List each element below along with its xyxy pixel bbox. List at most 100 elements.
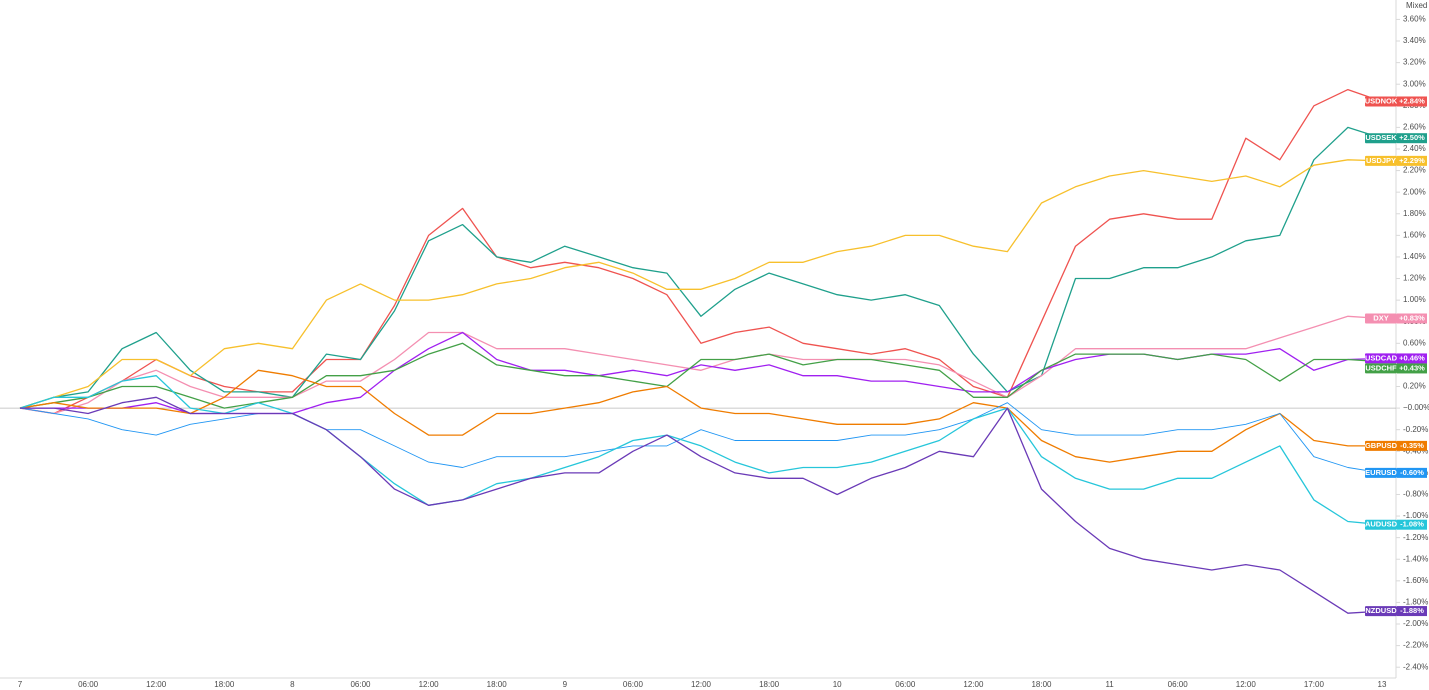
y-tick-label: -1.20% bbox=[1403, 533, 1428, 542]
y-tick-label: 2.00% bbox=[1403, 187, 1426, 196]
series-tag-name-box bbox=[1365, 519, 1397, 530]
x-tick-label: 12:00 bbox=[146, 680, 167, 689]
x-tick-label: 12:00 bbox=[963, 680, 984, 689]
series-line bbox=[19, 315, 1383, 415]
series-tag-value: -0.60% bbox=[1400, 468, 1424, 477]
y-tick-label: -1.00% bbox=[1403, 511, 1428, 520]
series-line bbox=[20, 396, 1383, 614]
series-tag-value: -0.35% bbox=[1400, 441, 1424, 450]
x-tick-label: 13 bbox=[1378, 680, 1387, 689]
y-tick-label: 3.00% bbox=[1403, 79, 1426, 88]
y-tick-label: -2.00% bbox=[1403, 619, 1428, 628]
series-tag-name-box bbox=[1365, 606, 1397, 617]
x-tick-label: 06:00 bbox=[78, 680, 99, 689]
series-tag-name-box bbox=[1365, 96, 1397, 107]
series-line bbox=[19, 342, 1383, 409]
x-tick-label: 9 bbox=[563, 680, 568, 689]
y-tick-label: -2.20% bbox=[1403, 641, 1428, 650]
y-tick-label: 1.80% bbox=[1403, 209, 1426, 218]
series-tag-name: GBPUSD bbox=[1365, 441, 1398, 450]
series-tag-value-box bbox=[1397, 606, 1427, 617]
series-tag-name: USDSEK bbox=[1365, 133, 1397, 142]
y-tick-label: -0.40% bbox=[1403, 446, 1428, 455]
series-tag-name-box bbox=[1365, 133, 1397, 144]
series-tag-value-box bbox=[1397, 440, 1427, 451]
series-tag-value: -1.08% bbox=[1400, 520, 1424, 529]
series-tag-value-box bbox=[1397, 96, 1427, 107]
y-tick-label: 2.40% bbox=[1403, 144, 1426, 153]
x-tick-label: 8 bbox=[290, 680, 295, 689]
y-tick-label: 1.00% bbox=[1403, 295, 1426, 304]
y-tick-label: -0.80% bbox=[1403, 490, 1428, 499]
y-tick-label: 1.40% bbox=[1403, 252, 1426, 261]
series-tag-name: NZDUSD bbox=[1365, 606, 1397, 615]
series-tag-name-box bbox=[1365, 353, 1397, 364]
x-tick-label: 12:00 bbox=[691, 680, 712, 689]
series-tag-name-box bbox=[1365, 313, 1397, 324]
x-tick-label: 7 bbox=[18, 680, 23, 689]
series-tag-name: USDCHF bbox=[1365, 363, 1397, 372]
x-tick-label: 18:00 bbox=[759, 680, 780, 689]
x-tick-label: 10 bbox=[833, 680, 842, 689]
x-tick-label: 06:00 bbox=[623, 680, 644, 689]
series-tag-name-box bbox=[1365, 155, 1397, 166]
y-tick-label: -1.40% bbox=[1403, 554, 1428, 563]
y-tick-label: −0.00% bbox=[1403, 403, 1429, 412]
series-tag-value-box bbox=[1397, 353, 1427, 364]
series-line bbox=[19, 369, 1382, 463]
series-tag-name: USDNOK bbox=[1365, 96, 1398, 105]
series-line bbox=[19, 159, 1383, 409]
series-line bbox=[20, 331, 1383, 415]
y-tick-label: 2.20% bbox=[1403, 166, 1426, 175]
series-tag-value: +2.29% bbox=[1399, 156, 1425, 165]
series-tag-name: AUDUSD bbox=[1365, 520, 1398, 529]
x-tick-label: 06:00 bbox=[1168, 680, 1189, 689]
series-tag-name-box bbox=[1365, 467, 1397, 478]
series-line bbox=[19, 88, 1383, 415]
x-tick-label: 18:00 bbox=[1031, 680, 1052, 689]
series-line bbox=[19, 402, 1383, 474]
y-tick-label: 0.60% bbox=[1403, 338, 1426, 347]
series-tag-value-box bbox=[1397, 155, 1427, 166]
y-tick-label: 1.20% bbox=[1403, 274, 1426, 283]
series-tag-value-box bbox=[1397, 363, 1427, 374]
y-tick-label: 3.60% bbox=[1403, 15, 1426, 24]
x-tick-label: 18:00 bbox=[214, 680, 235, 689]
series-tag-value: +2.84% bbox=[1399, 96, 1425, 105]
x-tick-label: 17:00 bbox=[1304, 680, 1325, 689]
series-tag-name: DXY bbox=[1373, 313, 1388, 322]
x-tick-label: 12:00 bbox=[1236, 680, 1257, 689]
x-tick-label: 06:00 bbox=[895, 680, 916, 689]
series-tag-name-box bbox=[1365, 440, 1397, 451]
series-tag-value: +0.46% bbox=[1399, 353, 1425, 362]
y-tick-label: -2.40% bbox=[1403, 662, 1428, 671]
series-tag-name: EURUSD bbox=[1365, 468, 1397, 477]
x-tick-label: 12:00 bbox=[419, 680, 440, 689]
y-tick-label: -1.60% bbox=[1403, 576, 1428, 585]
y-tick-label: 1.60% bbox=[1403, 230, 1426, 239]
series-tag-value-box bbox=[1397, 467, 1427, 478]
y-tick-label: -0.20% bbox=[1403, 425, 1428, 434]
series-line bbox=[19, 375, 1383, 526]
series-tag-value-box bbox=[1397, 519, 1427, 530]
series-tag-value: +2.50% bbox=[1399, 133, 1425, 142]
series-tag-value-box bbox=[1397, 133, 1427, 144]
series-line bbox=[19, 126, 1383, 409]
series-tag-value: +0.43% bbox=[1399, 363, 1425, 372]
series-tag-value-box bbox=[1397, 313, 1427, 324]
y-tick-label: -1.80% bbox=[1403, 598, 1428, 607]
x-tick-label: 18:00 bbox=[487, 680, 508, 689]
x-tick-label: 11 bbox=[1105, 680, 1114, 689]
y-tick-label: 0.20% bbox=[1403, 382, 1426, 391]
series-tag-name: USDJPY bbox=[1366, 156, 1396, 165]
y-tick-label: 3.20% bbox=[1403, 58, 1426, 67]
series-tag-name-box bbox=[1365, 363, 1397, 374]
y-tick-label: 2.60% bbox=[1403, 123, 1426, 132]
y-tick-label: 3.40% bbox=[1403, 36, 1426, 45]
series-tag-name: USDCAD bbox=[1365, 353, 1398, 362]
series-tag-value: -1.88% bbox=[1400, 606, 1424, 615]
x-tick-label: 06:00 bbox=[350, 680, 371, 689]
series-tag-value: +0.83% bbox=[1399, 313, 1425, 322]
scale-mode[interactable]: Mixed bbox=[1406, 1, 1427, 10]
